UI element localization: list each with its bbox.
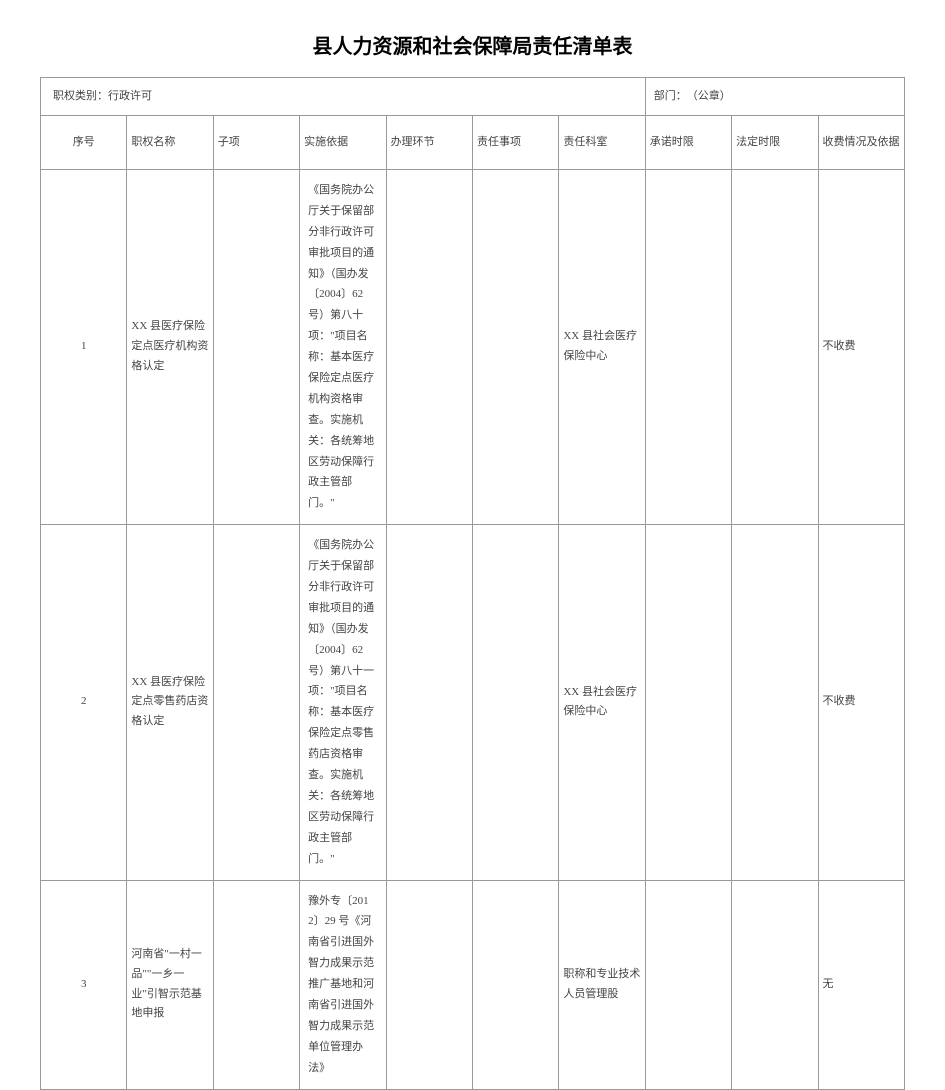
header-fee: 收费情况及依据 — [818, 116, 904, 170]
cell-step — [386, 880, 472, 1089]
page-title: 县人力资源和社会保障局责任清单表 — [40, 30, 905, 59]
cell-name: XX 县医疗保险定点医疗机构资格认定 — [127, 170, 213, 525]
cell-name: XX 县医疗保险定点零售药店资格认定 — [127, 525, 213, 880]
cell-fee: 不收费 — [818, 525, 904, 880]
cell-sub — [213, 525, 299, 880]
cell-seq: 3 — [41, 880, 127, 1089]
cell-prom — [645, 525, 731, 880]
header-seq: 序号 — [41, 116, 127, 170]
header-dept: 责任科室 — [559, 116, 645, 170]
cell-legal — [732, 525, 818, 880]
meta-row: 职权类别：行政许可 部门： （公章） — [41, 78, 905, 116]
cell-step — [386, 525, 472, 880]
cell-fee: 不收费 — [818, 170, 904, 525]
cell-prom — [645, 170, 731, 525]
cell-basis: 《国务院办公厅关于保留部分非行政许可审批项目的通知》（国办发〔2004〕62 号… — [300, 525, 386, 880]
header-sub: 子项 — [213, 116, 299, 170]
cell-seq: 2 — [41, 525, 127, 880]
header-name: 职权名称 — [127, 116, 213, 170]
header-legal: 法定时限 — [732, 116, 818, 170]
cell-matter — [472, 170, 558, 525]
cell-step — [386, 170, 472, 525]
cell-sub — [213, 880, 299, 1089]
table-row: 2 XX 县医疗保险定点零售药店资格认定 《国务院办公厅关于保留部分非行政许可审… — [41, 525, 905, 880]
header-step: 办理环节 — [386, 116, 472, 170]
cell-seq: 1 — [41, 170, 127, 525]
cell-name: 河南省"一村一品""一乡一业"引智示范基地申报 — [127, 880, 213, 1089]
header-row: 序号 职权名称 子项 实施依据 办理环节 责任事项 责任科室 承诺时限 法定时限… — [41, 116, 905, 170]
responsibility-table: 职权类别：行政许可 部门： （公章） 序号 职权名称 子项 实施依据 办理环节 … — [40, 77, 905, 1090]
cell-matter — [472, 880, 558, 1089]
cell-basis: 豫外专〔2012〕29 号《河南省引进国外智力成果示范推广基地和河南省引进国外智… — [300, 880, 386, 1089]
header-prom: 承诺时限 — [645, 116, 731, 170]
cell-sub — [213, 170, 299, 525]
cell-dept: XX 县社会医疗保险中心 — [559, 170, 645, 525]
cell-legal — [732, 880, 818, 1089]
dept-stamp-cell: 部门： （公章） — [645, 78, 904, 116]
cell-matter — [472, 525, 558, 880]
category-cell: 职权类别：行政许可 — [41, 78, 646, 116]
table-row: 3 河南省"一村一品""一乡一业"引智示范基地申报 豫外专〔2012〕29 号《… — [41, 880, 905, 1089]
cell-legal — [732, 170, 818, 525]
cell-prom — [645, 880, 731, 1089]
cell-fee: 无 — [818, 880, 904, 1089]
cell-basis: 《国务院办公厅关于保留部分非行政许可审批项目的通知》（国办发〔2004〕62 号… — [300, 170, 386, 525]
table-row: 1 XX 县医疗保险定点医疗机构资格认定 《国务院办公厅关于保留部分非行政许可审… — [41, 170, 905, 525]
header-matter: 责任事项 — [472, 116, 558, 170]
header-basis: 实施依据 — [300, 116, 386, 170]
cell-dept: 职称和专业技术人员管理股 — [559, 880, 645, 1089]
cell-dept: XX 县社会医疗保险中心 — [559, 525, 645, 880]
